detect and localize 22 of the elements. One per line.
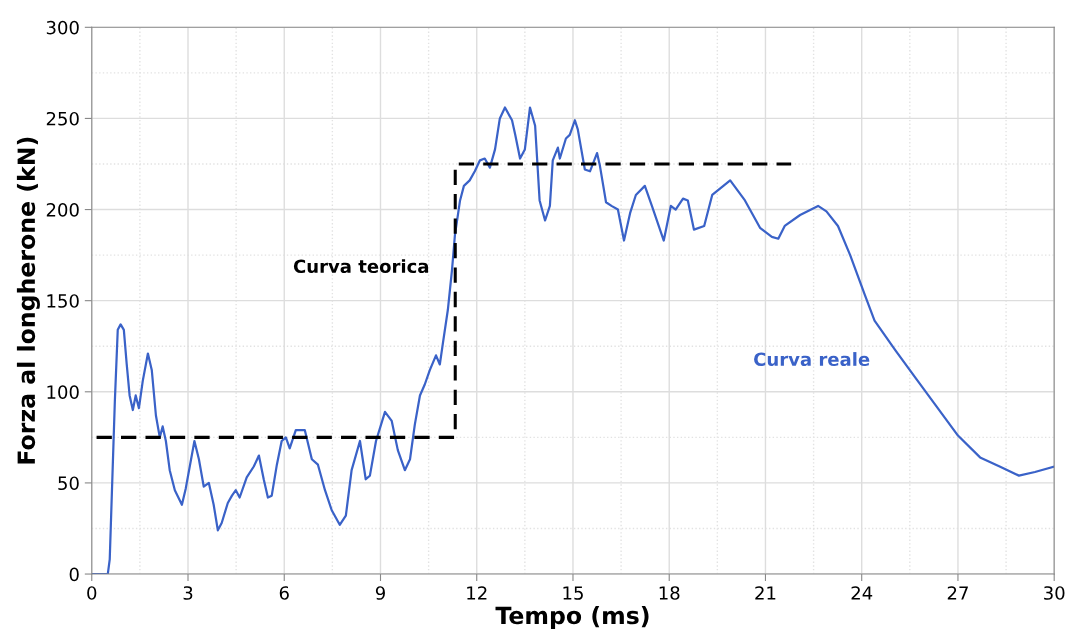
x-tick-label: 27 (947, 586, 968, 600)
x-tick-label: 3 (183, 586, 193, 600)
x-tick-label: 0 (87, 586, 97, 600)
series-label: Curva teorica (293, 259, 429, 274)
y-tick-label: 100 (47, 385, 79, 399)
x-tick-label: 6 (279, 586, 289, 600)
x-tick-label: 18 (659, 586, 680, 600)
y-tick-label: 50 (58, 476, 79, 491)
x-tick-label: 15 (563, 586, 583, 600)
x-tick-label: 30 (1044, 586, 1065, 600)
y-axis-title: Forza al longherone (kN) (16, 137, 40, 464)
y-tick-label: 0 (69, 567, 79, 582)
x-tick-label: 24 (851, 586, 873, 600)
x-axis-title: Tempo (ms) (495, 606, 649, 629)
y-tick-label: 200 (46, 203, 79, 217)
x-tick-label: 9 (375, 586, 385, 600)
series-label: Curva reale (754, 352, 870, 367)
y-tick-label: 250 (46, 111, 79, 126)
y-tick-label: 150 (47, 294, 79, 308)
x-tick-label: 12 (467, 586, 487, 600)
x-tick-label: 21 (755, 586, 776, 600)
y-tick-label: 300 (46, 20, 79, 35)
